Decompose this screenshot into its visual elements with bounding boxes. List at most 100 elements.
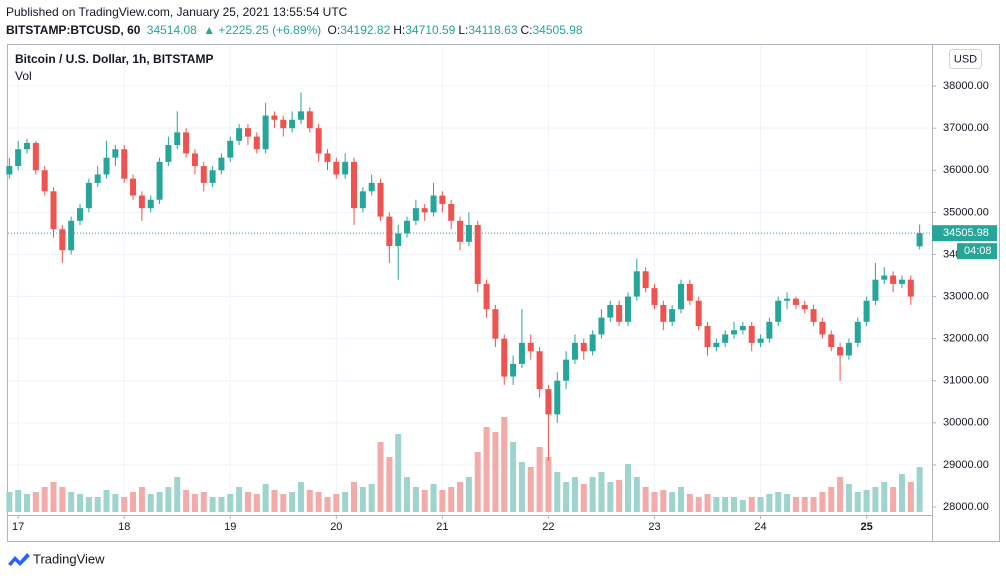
volume-bar (854, 492, 861, 512)
volume-bar (297, 482, 304, 512)
volume-legend: Vol (15, 69, 32, 83)
volume-bar (845, 484, 852, 512)
candle-body (563, 359, 570, 381)
candle-body (518, 342, 525, 364)
candle-body (289, 119, 296, 129)
volume-bar (227, 494, 234, 512)
volume-bar (191, 494, 198, 512)
volume-bar (368, 484, 375, 512)
candle-body (165, 145, 172, 162)
candle-body (801, 304, 808, 310)
ohlc-value: 34505.98 (532, 23, 583, 37)
volume-bar (262, 484, 269, 512)
candle-body (713, 342, 720, 348)
volume-bar (819, 492, 826, 512)
volume-bar (536, 447, 543, 512)
candle-body (784, 298, 791, 301)
y-tick-label: 38000.00 (943, 80, 989, 92)
volume-bar (863, 490, 870, 512)
candle-body (474, 224, 481, 284)
volume-bar (651, 492, 658, 512)
volume-bar (209, 497, 216, 512)
volume-bar (448, 487, 455, 512)
volume-bar (784, 494, 791, 512)
candle-body (686, 283, 693, 301)
volume-bar (138, 487, 145, 512)
candle-body (68, 220, 75, 251)
currency-label[interactable]: USD (954, 53, 977, 65)
volume-bar (32, 492, 39, 512)
volume-bar (280, 494, 287, 512)
ohlc-label: H: (393, 23, 406, 37)
candle-body (430, 195, 437, 213)
candle-body (916, 233, 923, 247)
candle-body (412, 208, 419, 221)
candle-body (669, 309, 676, 322)
volume-bar (810, 497, 817, 512)
volume-bar (907, 482, 914, 512)
candle-body (819, 321, 826, 335)
volume-bar (881, 482, 888, 512)
candle-body (350, 161, 358, 209)
volume-bar (677, 487, 685, 512)
candle-body (85, 182, 92, 209)
volume-bar (589, 477, 596, 512)
candle-body (510, 363, 517, 377)
candle-body (695, 300, 702, 327)
ohlc-value: 34192.82 (340, 23, 391, 37)
candle-body (32, 142, 39, 171)
candle-body (651, 288, 658, 305)
volume-bar (103, 490, 110, 512)
volume-bar (518, 462, 525, 512)
volume-bar (916, 467, 923, 512)
candle-body (633, 271, 640, 297)
candle-body (94, 174, 101, 183)
y-tick-label: 31000.00 (943, 375, 989, 387)
candle-body (324, 153, 331, 162)
candle-body (863, 300, 870, 322)
candle-body (23, 142, 31, 150)
candle-body (271, 115, 278, 120)
y-tick-label: 36000.00 (943, 164, 989, 176)
volume-bar (598, 472, 605, 512)
symbol: BITSTAMP:BTCUSD, 60 (6, 23, 141, 37)
volume-bar (766, 494, 773, 512)
volume-bar (412, 487, 419, 512)
volume-bar (174, 477, 181, 512)
volume-bar (642, 487, 649, 512)
volume-bar (580, 484, 587, 512)
candle-body (138, 195, 145, 209)
candle-body (571, 342, 578, 360)
volume-bar (200, 492, 207, 512)
volume-bar (15, 490, 22, 512)
y-tick-label: 35000.00 (943, 206, 989, 218)
volume-bar (165, 487, 172, 512)
candle-body (368, 182, 375, 192)
candle-body (545, 389, 552, 415)
candle-body (253, 136, 260, 150)
volume-bar (41, 487, 48, 512)
candle-body (156, 161, 163, 200)
volume-bar (23, 494, 31, 512)
candle-body (677, 283, 685, 310)
candle-body (209, 170, 216, 183)
candle-body (624, 296, 631, 322)
x-tick-label: 19 (224, 521, 236, 533)
volume-bar (342, 492, 349, 512)
candle-body (607, 304, 614, 318)
volume-bar (306, 490, 313, 512)
volume-bar (616, 480, 623, 512)
volume-bar (386, 457, 393, 512)
currency-button[interactable] (949, 49, 982, 69)
candle-body (41, 170, 48, 192)
candle-body (589, 334, 596, 352)
ohlc-label: C: (520, 23, 533, 37)
volume-bar (253, 494, 260, 512)
volume-bar (333, 494, 340, 512)
ohlc-label: O: (327, 23, 341, 37)
volume-bar (748, 497, 755, 512)
candle-body (757, 338, 764, 343)
candle-body (527, 342, 534, 352)
volume-bar (236, 487, 243, 512)
